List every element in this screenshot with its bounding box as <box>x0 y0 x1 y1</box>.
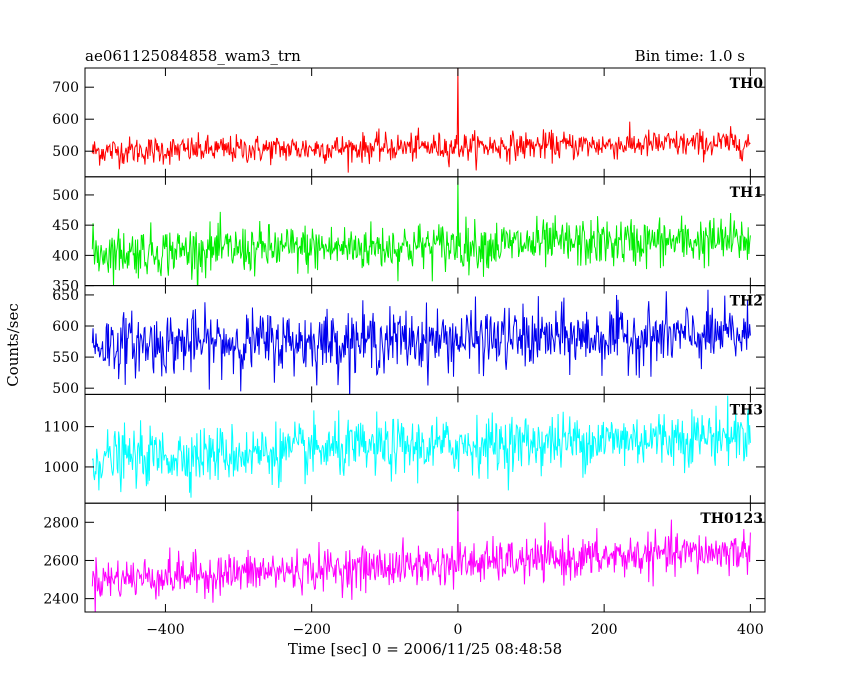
panel-label-th0123: TH0123 <box>700 511 763 527</box>
series-line-th3 <box>91 395 751 498</box>
y-tick-label: 450 <box>52 218 79 234</box>
y-tick-label: 2800 <box>43 515 79 531</box>
x-tick-label: −200 <box>292 622 330 638</box>
y-tick-label: 700 <box>52 80 79 96</box>
x-tick-label: −400 <box>146 622 184 638</box>
panel-label-th1: TH1 <box>730 185 763 201</box>
y-tick-label: 650 <box>52 288 79 304</box>
y-tick-label: 2400 <box>43 592 79 608</box>
panel-label-th0: TH0 <box>730 76 764 92</box>
y-tick-label: 350 <box>52 279 79 295</box>
y-tick-label: 400 <box>52 248 79 264</box>
y-tick-label: 1100 <box>43 420 79 436</box>
x-tick-label: 200 <box>591 622 618 638</box>
series-line-th0123 <box>91 503 751 613</box>
y-tick-label: 2600 <box>43 553 79 569</box>
x-tick-label: 0 <box>453 622 462 638</box>
series-line-th1 <box>91 176 751 286</box>
panel-label-th3: TH3 <box>730 402 763 418</box>
y-tick-label: 500 <box>52 188 79 204</box>
series-line-th0 <box>91 68 751 173</box>
bin-time-label: Bin time: 1.0 s <box>635 47 745 65</box>
y-tick-label: 600 <box>52 112 79 128</box>
chart-title: ae061125084858_wam3_trn <box>85 47 301 65</box>
y-tick-label: 500 <box>52 144 79 160</box>
panel-frame-th0 <box>84 67 766 178</box>
panel-frame-th0123 <box>84 502 766 613</box>
y-tick-label: 500 <box>52 381 79 397</box>
panels-group: 500 600 700 TH0 350 400 450 500 TH1 500 550 600 650 T… <box>43 67 766 638</box>
panel-frame-th1 <box>84 176 766 287</box>
y-axis-label: Counts/sec <box>4 303 22 387</box>
y-tick-label: 1000 <box>43 460 79 476</box>
series-line-th2 <box>91 289 751 395</box>
y-tick-label: 600 <box>52 319 79 335</box>
y-tick-label: 550 <box>52 350 79 366</box>
panel-label-th2: TH2 <box>730 294 763 310</box>
x-axis-label: Time [sec] 0 = 2006/11/25 08:48:58 <box>288 640 562 658</box>
x-tick-label: 400 <box>737 622 764 638</box>
